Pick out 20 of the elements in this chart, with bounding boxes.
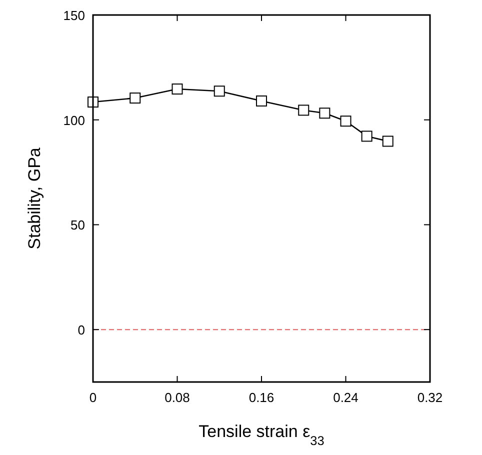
point	[298, 104, 310, 116]
point	[214, 86, 225, 97]
point	[172, 84, 183, 95]
y-tick-label: 150	[63, 8, 85, 23]
y-tick-label: 0	[78, 322, 85, 338]
point	[361, 130, 372, 142]
y-axis-title: Stability, GPa	[25, 147, 44, 250]
x-tick-label: 0.24	[333, 390, 358, 405]
x-tick-label: 0.32	[417, 390, 443, 405]
point	[382, 136, 394, 147]
point	[340, 116, 352, 127]
y-tick-label: 100	[63, 112, 85, 128]
point	[319, 108, 330, 119]
point	[130, 92, 141, 104]
point	[256, 95, 267, 106]
x-tick-label: 0	[89, 390, 97, 405]
y-tick-label: 50	[70, 218, 85, 233]
x-axis-title: Tensile strain ε$_{33}$	[198, 422, 324, 448]
x-tick-label: 0.16	[248, 390, 274, 405]
x-tick-label: 0.08	[164, 390, 190, 405]
